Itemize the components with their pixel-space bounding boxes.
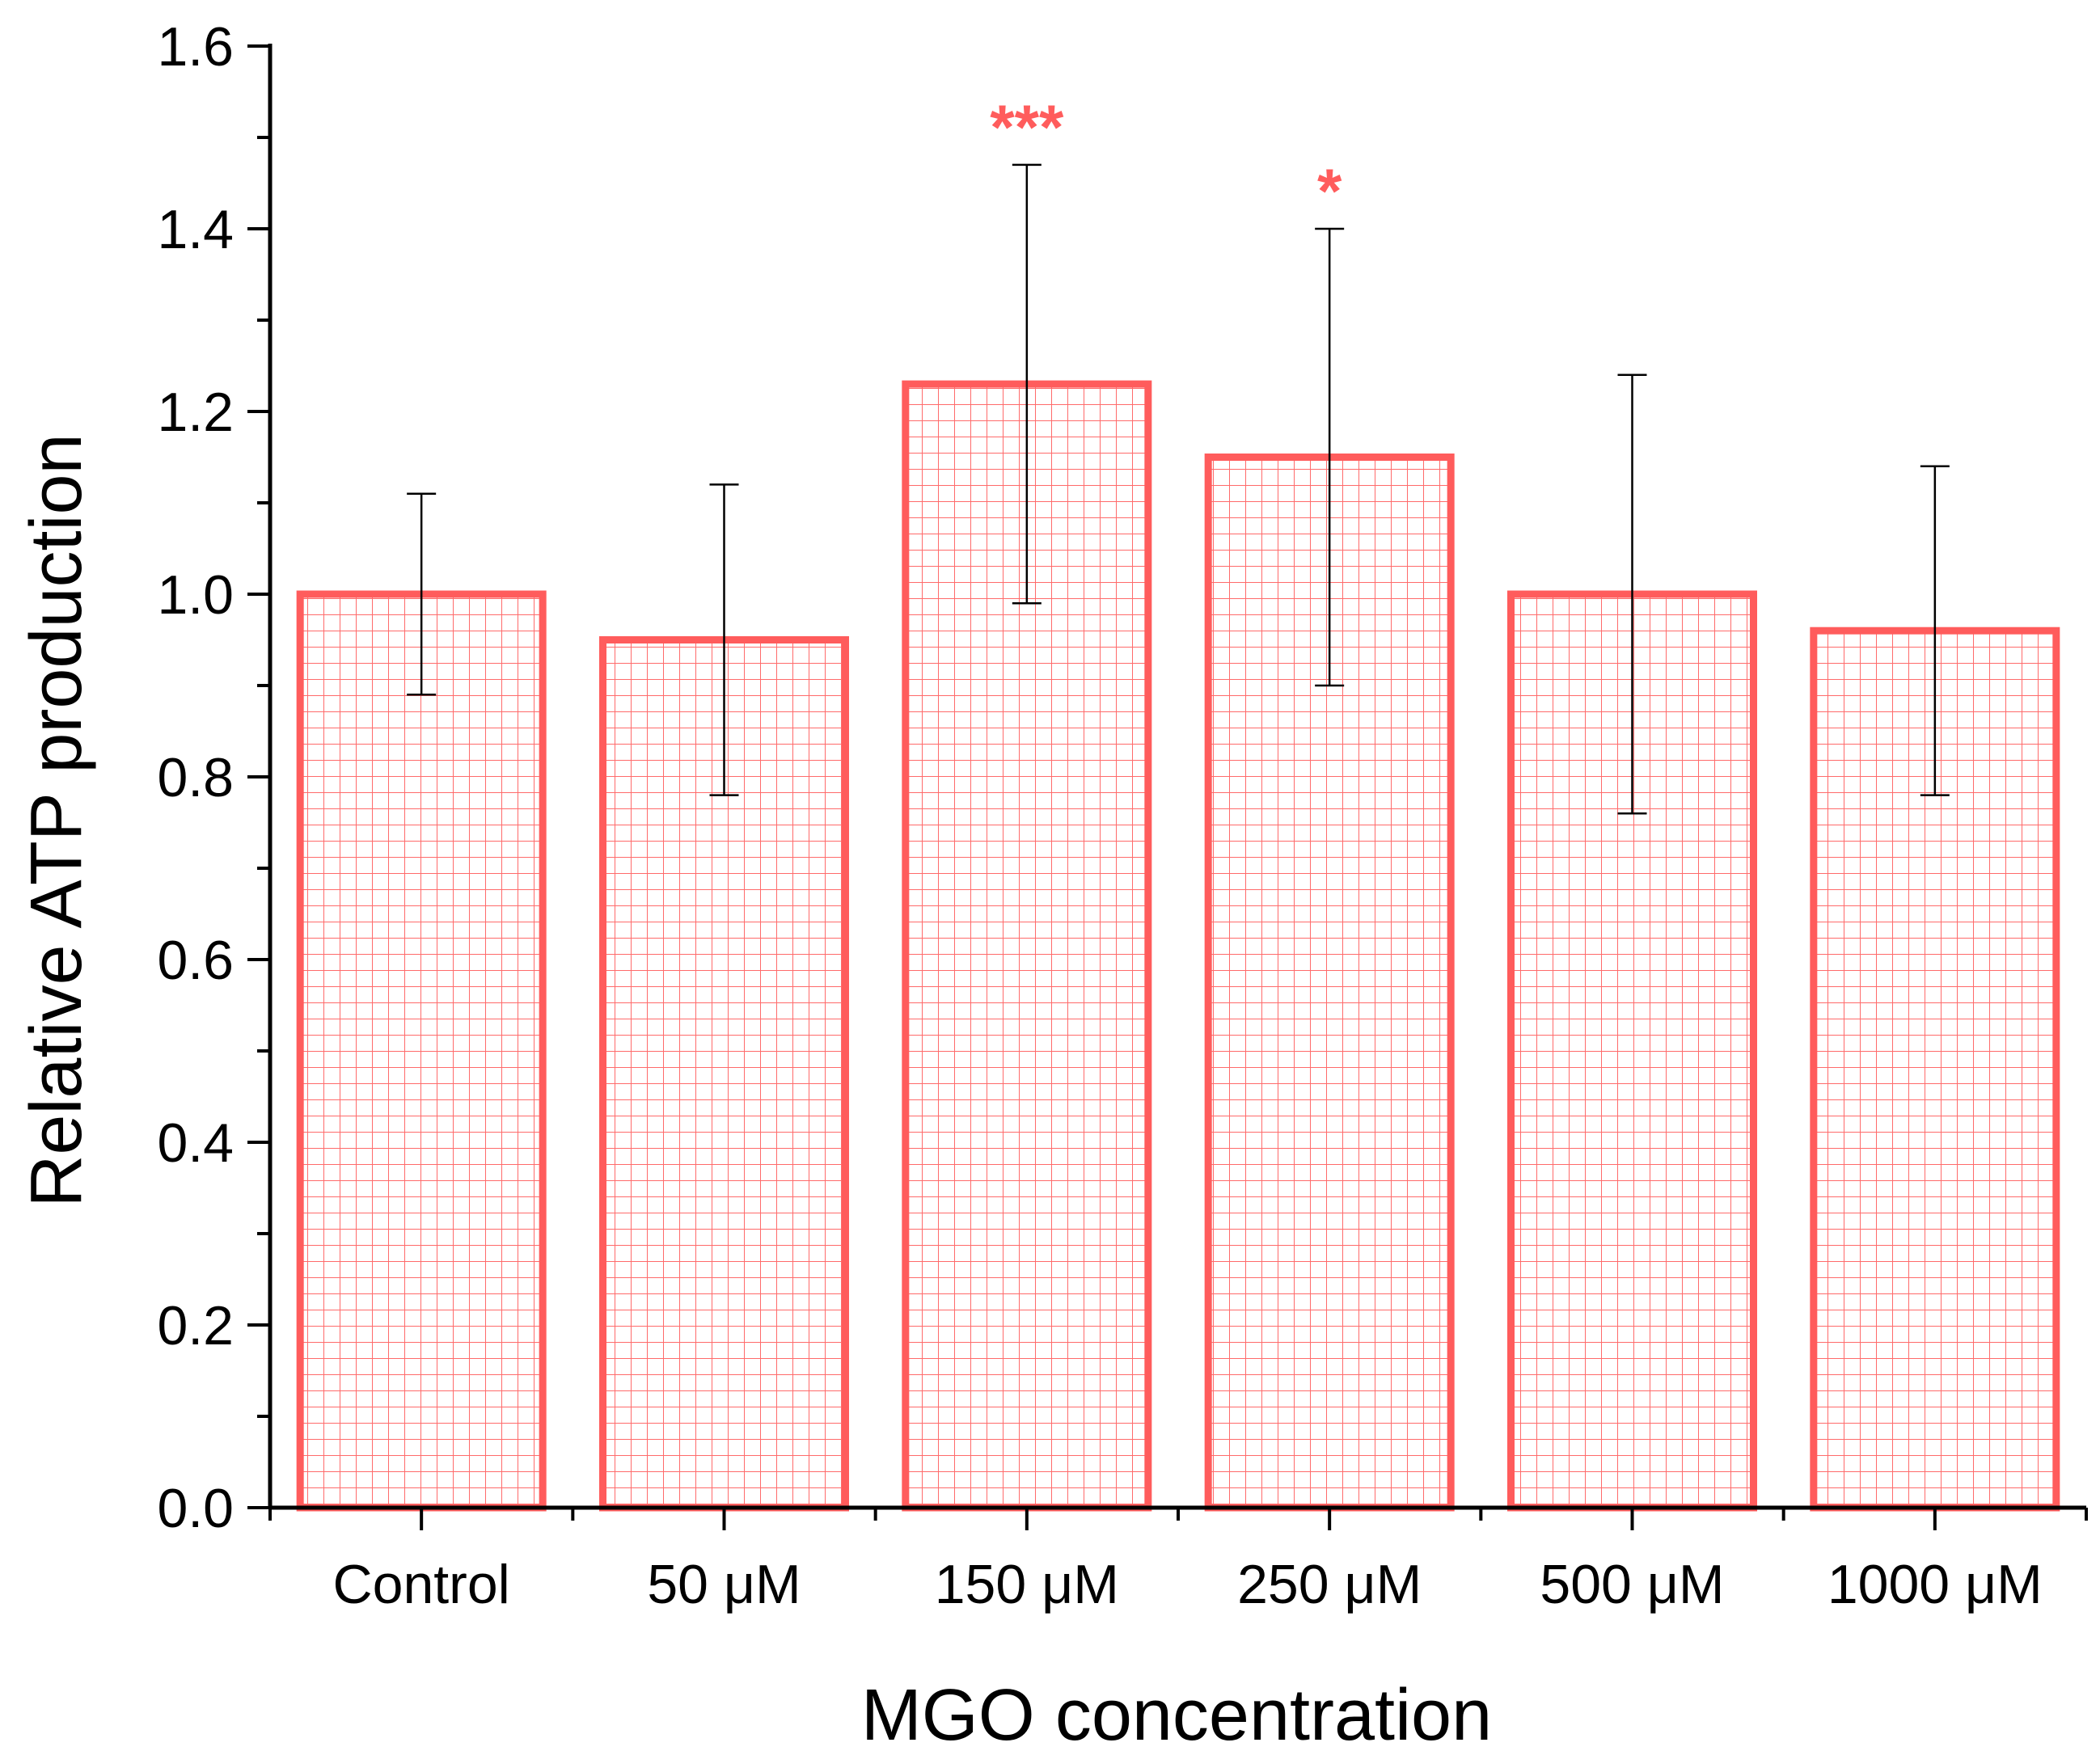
significance-layer: **** [990,91,1342,226]
x-tick-label-4: 250 μM [1237,1554,1422,1615]
x-axis-title: MGO concentration [861,1675,1492,1751]
y-tick-label-8: 1.4 [157,199,234,260]
axes-layer [247,44,2088,1530]
y-tick-label-9: 1.6 [157,16,234,78]
x-tick-label-6: 1000 μM [1827,1554,2043,1615]
bar-5 [1507,590,1757,1512]
y-tick-label-2: 0.2 [157,1295,234,1356]
y-tick-label-3: 0.4 [157,1112,234,1174]
significance-label-3: *** [990,91,1064,162]
y-axis-title: Relative ATP production [16,433,97,1207]
x-tick-label-3: 150 μM [935,1554,1119,1615]
x-tick-label-5: 500 μM [1540,1554,1724,1615]
y-tick-label-1: 0.0 [157,1478,234,1539]
y-tick-label-6: 1.0 [157,564,234,626]
x-tick-label-1: Control [333,1554,510,1615]
bar-1 [296,590,547,1512]
x-tick-label-2: 50 μM [647,1554,801,1615]
error-bars-layer [407,163,1950,815]
labels-layer: MGO concentration Relative ATP productio… [16,16,2043,1751]
y-tick-label-4: 0.6 [157,930,234,991]
bars-layer [296,380,2060,1512]
y-tick-label-5: 0.8 [157,747,234,808]
significance-label-4: * [1317,155,1342,226]
y-tick-label-7: 1.2 [157,382,234,443]
